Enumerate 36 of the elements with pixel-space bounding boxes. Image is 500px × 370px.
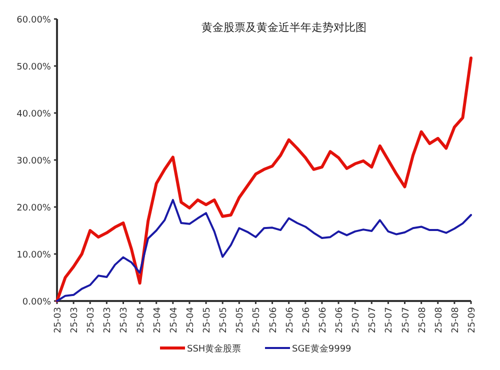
y-tick-label: 10.00% xyxy=(16,250,52,260)
x-tick-label: 25-03 xyxy=(103,307,114,334)
x-tick-label: 25-05 xyxy=(236,307,246,334)
x-tick-label: 25-06 xyxy=(335,306,346,334)
x-tick-label: 25-07 xyxy=(368,307,378,334)
x-tick-label: 25-06 xyxy=(268,306,279,334)
legend-label: SSH黄金股票 xyxy=(187,344,242,354)
x-tick-label: 25-08 xyxy=(450,306,461,334)
chart-title: 黄金股票及黄金近半年走势对比图 xyxy=(202,21,366,34)
x-tick-label: 25-03 xyxy=(120,307,130,334)
x-tick-label: 25-04 xyxy=(169,306,180,334)
y-tick-label: 20.00% xyxy=(16,204,52,214)
x-tick-label: 25-03 xyxy=(70,307,80,334)
y-tick-label: 50.00% xyxy=(16,62,52,72)
x-tick-label: 25-03 xyxy=(86,307,97,334)
y-tick-label: 0.00% xyxy=(22,298,52,308)
legend-label: SGE黄金9999 xyxy=(292,344,352,354)
x-tick-label: 25-08 xyxy=(418,306,428,334)
x-tick-label: 25-06 xyxy=(285,306,296,334)
y-tick-label: 30.00% xyxy=(16,156,52,166)
x-tick-label: 25-05 xyxy=(202,307,213,334)
x-tick-label: 25-07 xyxy=(352,307,362,334)
x-tick-label: 25-06 xyxy=(318,306,328,334)
x-tick-label: 25-07 xyxy=(384,307,395,334)
x-tick-label: 25-04 xyxy=(136,306,146,334)
x-tick-label: 25-06 xyxy=(302,306,312,334)
x-tick-label: 25-04 xyxy=(186,306,196,334)
x-tick-label: 25-07 xyxy=(401,307,412,334)
y-tick-label: 40.00% xyxy=(16,110,52,120)
x-tick-label: 25-05 xyxy=(252,307,262,334)
x-tick-label: 25-05 xyxy=(219,307,230,334)
x-tick-label: 25-08 xyxy=(434,306,444,334)
x-tick-label: 25-04 xyxy=(152,306,163,334)
x-tick-label: 25-03 xyxy=(54,307,64,334)
x-tick-label: 25-09 xyxy=(468,306,478,334)
y-tick-label: 60.00% xyxy=(16,16,52,26)
